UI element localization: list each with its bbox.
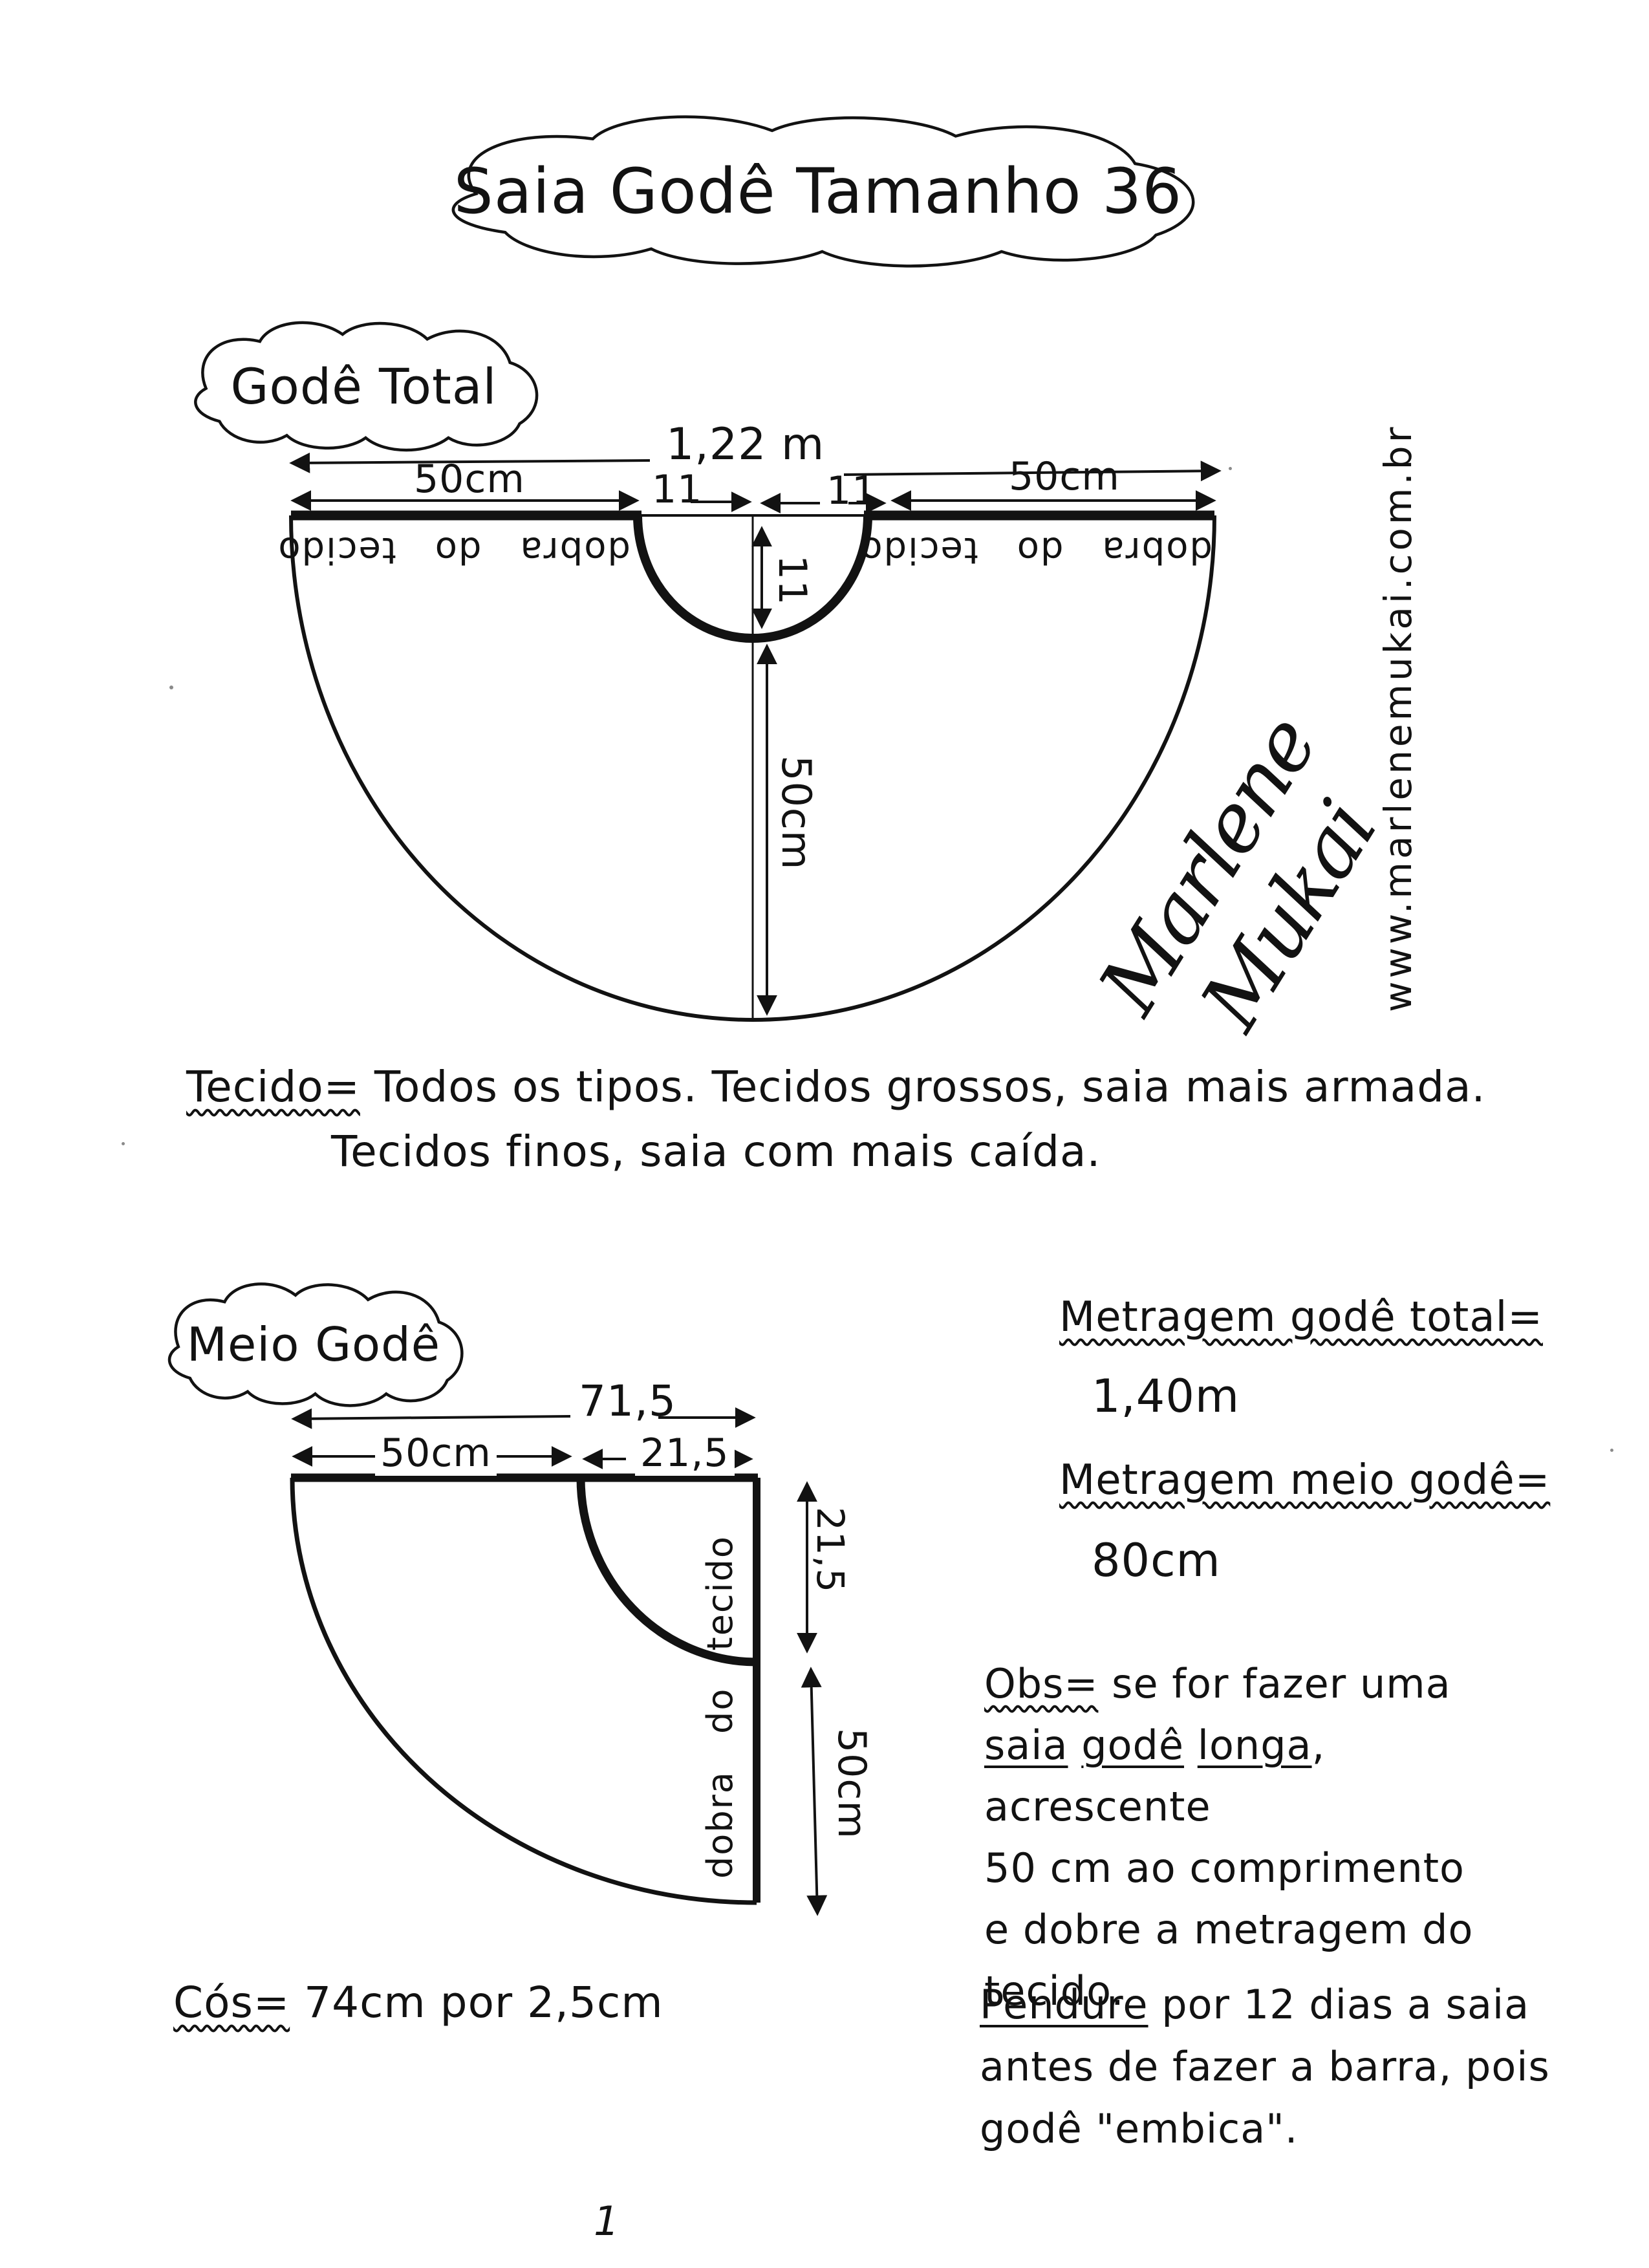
gode-total-heading: Godê Total (230, 357, 497, 415)
obs-line4: e dobre a metragem do (984, 1906, 1474, 1953)
metragem-total-label-text: Metragem godê total= (1059, 1293, 1543, 1341)
metragem-meio-label-text: Metragem meio godê= (1059, 1456, 1551, 1504)
obs-line1-rest: se for fazer uma (1112, 1660, 1451, 1707)
page-title: Saia Godê Tamanho 36 (453, 155, 1183, 228)
pendure-line2: antes de fazer a barra, pois (980, 2043, 1550, 2090)
cos-text: 74cm por 2,5cm (304, 1978, 663, 2027)
pendure-lead: Pendure (980, 1981, 1148, 2028)
gode-total-cloud-outline (171, 316, 556, 457)
obs-line2: saia godê longa, acrescente (984, 1714, 1553, 1837)
fabric-note-line1: Tecido= Todos os tipos. Tecidos grossos,… (186, 1062, 1486, 1112)
meio-waist-side: 21,5 (808, 1507, 852, 1593)
gode-total-waist-depth: 11 (770, 555, 815, 606)
obs-line1: Obs= se for fazer uma (984, 1653, 1553, 1714)
title-cloud-outline (401, 109, 1235, 274)
meio-width-total: 71,5 (579, 1376, 676, 1426)
scan-speck (1229, 467, 1232, 470)
gode-total-length: 50cm (773, 755, 820, 870)
gode-total-width-center-right: 11 (826, 468, 878, 513)
gode-total-width-total: 1,22 m (666, 419, 825, 470)
metragem-total-value: 1,40m (1092, 1370, 1240, 1423)
scan-speck (1610, 1449, 1613, 1452)
obs-word-saia: saia (984, 1722, 1068, 1769)
scan-speck (169, 686, 173, 689)
meio-gode-heading: Meio Godê (186, 1317, 441, 1372)
gode-total-width-center-left: 11 (652, 467, 703, 512)
meio-gode-diagram (290, 1407, 828, 1916)
meio-gode-cloud-outline (149, 1277, 479, 1412)
scan-speck (122, 1142, 125, 1145)
obs-word-gode: godê (1081, 1722, 1185, 1769)
fabric-note-text1: Todos os tipos. Tecidos grossos, saia ma… (374, 1062, 1486, 1112)
obs-note: Obs= se for fazer uma saia godê longa, a… (984, 1653, 1553, 2022)
obs-lead: Obs= (984, 1660, 1099, 1707)
page-number: 1 (594, 2198, 620, 2245)
pendure-line1-rest: por 12 dias a saia (1161, 1981, 1530, 2028)
fabric-note-line2: Tecidos finos, saia com mais caída. (331, 1127, 1101, 1176)
metragem-total-label: Metragem godê total= (1059, 1293, 1543, 1341)
obs-word-longa: longa (1197, 1722, 1312, 1769)
gode-total-width-left: 50cm (414, 457, 525, 502)
meio-width-right: 21,5 (635, 1431, 735, 1476)
website-url: www.marlenemukai.com.br (1376, 424, 1420, 1012)
obs-line5: tecido. (984, 1967, 1125, 2014)
meio-length-side: 50cm (829, 1728, 874, 1839)
pendure-line1: Pendure por 12 dias a saia (980, 1974, 1562, 2036)
pendure-line3: godê "embica". (980, 2105, 1299, 2152)
metragem-meio-value: 80cm (1092, 1534, 1221, 1587)
fabric-note-lead: Tecido= (186, 1062, 360, 1112)
fold-label-left: dobra do tecido (277, 529, 630, 571)
fold-label-right: dobra do tecido (859, 529, 1212, 571)
meio-fold-label: dobra do tecido (700, 1535, 740, 1879)
gode-total-width-right: 50cm (1009, 454, 1120, 499)
gode-total-diagram (289, 452, 1222, 1022)
meio-width-left: 50cm (375, 1431, 497, 1476)
cos-note: Cós= 74cm por 2,5cm (173, 1978, 663, 2027)
pendure-note: Pendure por 12 dias a saia antes de faze… (980, 1974, 1562, 2160)
metragem-meio-label: Metragem meio godê= (1059, 1456, 1550, 1504)
obs-line2-rest: , acrescente (984, 1722, 1326, 1830)
cos-lead: Cós= (173, 1978, 290, 2027)
obs-line3: 50 cm ao comprimento (984, 1844, 1465, 1892)
